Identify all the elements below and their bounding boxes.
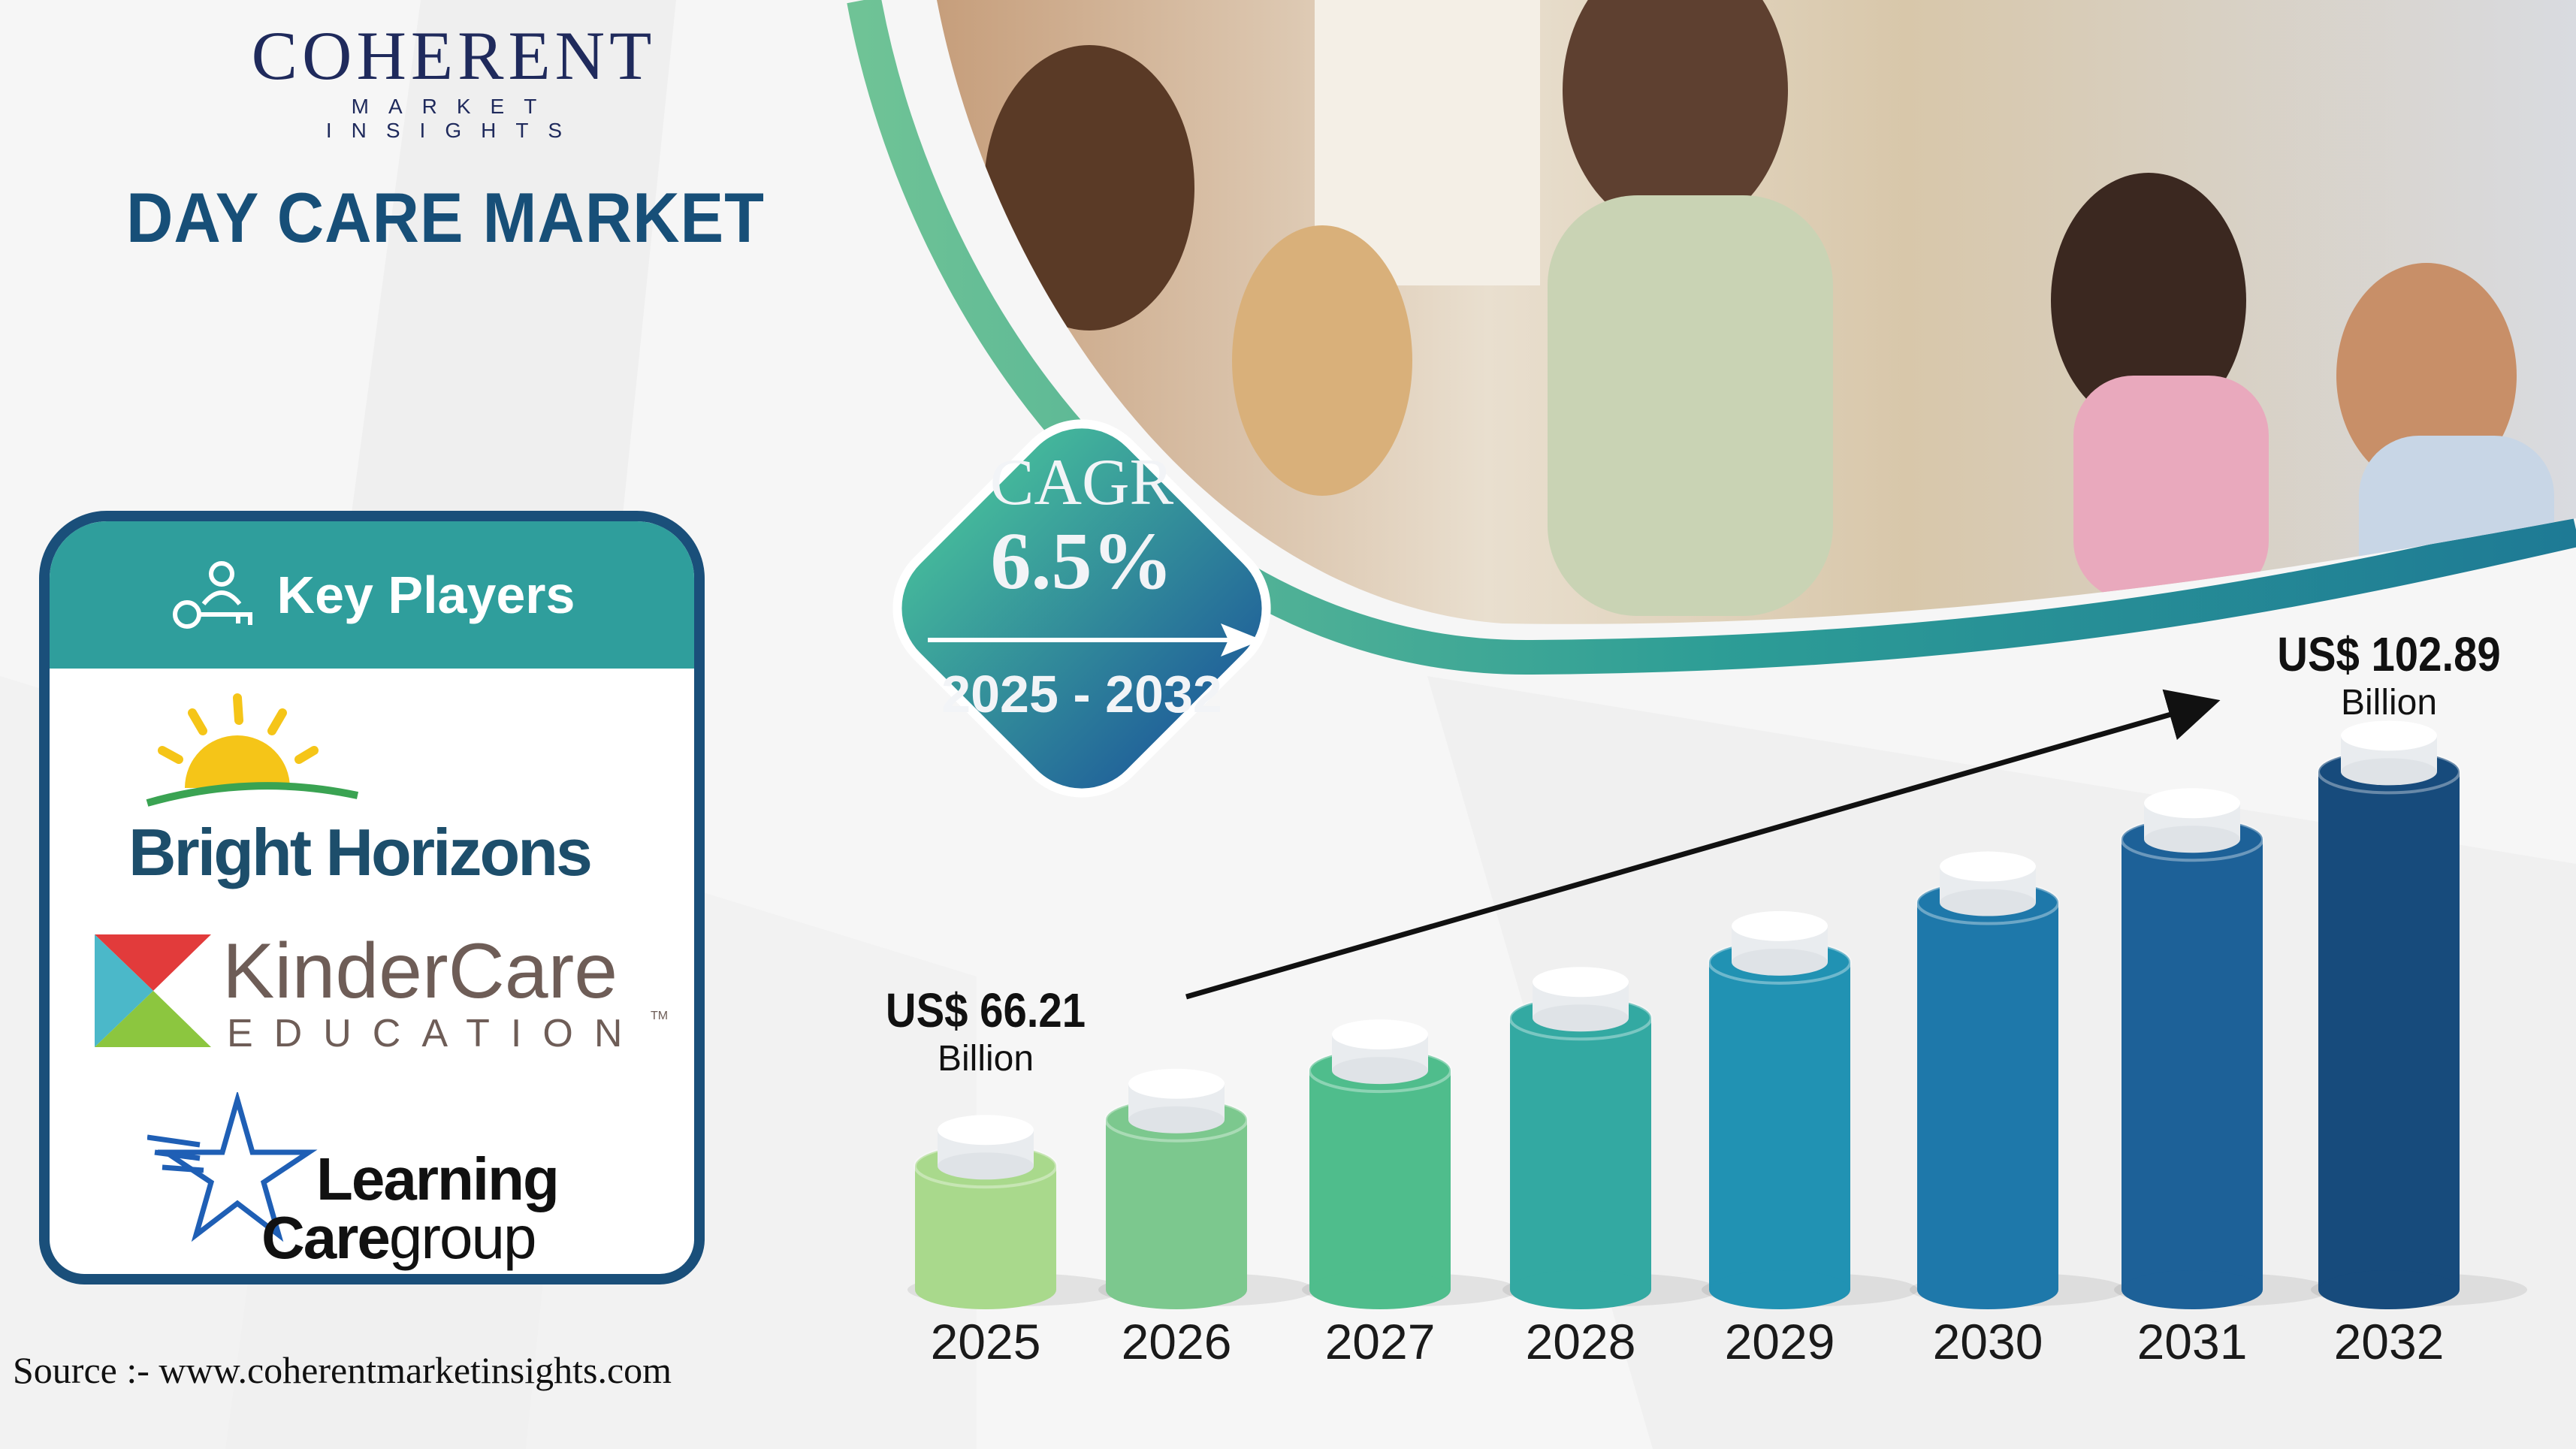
bar-cap-bottom — [938, 1152, 1034, 1180]
year-label: 2029 — [1724, 1314, 1835, 1369]
logo-tagline: MARKET INSIGHTS — [325, 95, 582, 142]
bar-base — [1917, 1270, 2058, 1309]
start-value: US$ 66.21 — [885, 983, 1086, 1037]
end-value-label: US$ 102.89 Billion — [2239, 626, 2539, 723]
year-label: 2028 — [1525, 1314, 1636, 1369]
bar-cap-top — [1128, 1068, 1225, 1099]
company-name: Bright Horizons — [128, 815, 593, 889]
bar-body — [1106, 1119, 1247, 1290]
cagr-period: 2025 - 2032 — [941, 665, 1222, 723]
star-icon — [147, 1092, 318, 1242]
company-logo: COHERENT MARKET INSIGHTS — [243, 21, 664, 143]
bar-cap-top — [1940, 851, 2036, 882]
learning-care-group-logo: Learning Caregroup — [50, 1092, 694, 1274]
year-label: 2025 — [930, 1314, 1041, 1369]
bar-cap-top — [1732, 910, 1828, 941]
bar-cap-top — [2144, 788, 2240, 819]
end-value: US$ 102.89 — [2277, 627, 2501, 681]
company-name: Learning — [316, 1146, 560, 1212]
bar-cap-bottom — [1128, 1106, 1225, 1134]
bar-body — [1917, 902, 2058, 1290]
end-unit: Billion — [2340, 683, 2438, 723]
company-name: KinderCare — [222, 928, 618, 1015]
bar-2030 — [1910, 851, 2126, 1309]
bar-body — [2318, 771, 2460, 1290]
key-players-panel: Key Players Bright Horizons KinderCare E… — [39, 511, 705, 1284]
start-unit: Billion — [937, 1039, 1034, 1079]
bar-base — [1309, 1270, 1451, 1309]
bar-base — [915, 1270, 1056, 1309]
bar-cap-bottom — [1332, 1057, 1428, 1085]
cagr-diamond — [892, 419, 1271, 798]
growth-arrow — [1185, 689, 2221, 1000]
start-value-label: US$ 66.21 Billion — [835, 983, 1136, 1079]
bar-cap-bottom — [1940, 889, 2036, 916]
company-name-care: Care — [261, 1204, 391, 1271]
cagr-value: 6.5% — [990, 517, 1173, 606]
cagr-badge: CAGR 6.5% 2025 - 2032 — [841, 368, 1322, 849]
bar-2027 — [1302, 1019, 1518, 1309]
bar-2026 — [1098, 1068, 1315, 1309]
bar-2031 — [2114, 788, 2330, 1309]
year-label: 2027 — [1324, 1314, 1436, 1369]
bar-2032 — [2311, 720, 2527, 1309]
bar-cap-bottom — [2144, 826, 2240, 853]
bar-cap-bottom — [1533, 1004, 1629, 1032]
key-players-header: Key Players — [50, 521, 694, 669]
kindercare-mark-icon — [95, 934, 211, 1047]
bar-base — [2122, 1270, 2263, 1309]
bar-2029 — [1702, 910, 1918, 1309]
cagr-label: CAGR — [989, 446, 1174, 519]
bar-cap-top — [1533, 967, 1629, 998]
bar-base — [2318, 1270, 2460, 1309]
year-label: 2031 — [2137, 1314, 2248, 1369]
logo-brand: COHERENT — [251, 17, 657, 94]
company-name-2: Caregroup — [261, 1203, 536, 1272]
kindercare-logo: KinderCare EDUCATION TM — [50, 927, 694, 1062]
bar-body — [2122, 839, 2263, 1290]
year-label: 2026 — [1121, 1314, 1232, 1369]
bar-2025 — [907, 1115, 1124, 1309]
year-label: 2030 — [1932, 1314, 2043, 1369]
bar-2028 — [1502, 967, 1719, 1309]
key-person-icon — [172, 561, 252, 629]
bar-base — [1709, 1270, 1850, 1309]
bright-horizons-logo: Bright Horizons — [50, 690, 694, 893]
bar-cap-top — [1332, 1019, 1428, 1050]
company-subname: EDUCATION — [227, 1012, 644, 1055]
bar-body — [1309, 1070, 1451, 1290]
page-title: DAY CARE MARKET — [126, 178, 765, 257]
company-name-group: group — [388, 1204, 537, 1271]
bar-base — [1510, 1270, 1651, 1309]
bar-cap-bottom — [2341, 758, 2437, 786]
bar-base — [1106, 1270, 1247, 1309]
year-label: 2032 — [2333, 1314, 2445, 1369]
bar-cap-top — [2341, 720, 2437, 751]
bar-body — [1510, 1018, 1651, 1290]
bar-cap-top — [938, 1115, 1034, 1146]
bar-cap-bottom — [1732, 948, 1828, 976]
source-text: Source :- www.coherentmarketinsights.com — [13, 1349, 672, 1391]
key-players-heading: Key Players — [276, 566, 575, 624]
trademark: TM — [651, 1010, 669, 1022]
sun-icon — [146, 693, 359, 807]
bar-body — [1709, 961, 1850, 1290]
